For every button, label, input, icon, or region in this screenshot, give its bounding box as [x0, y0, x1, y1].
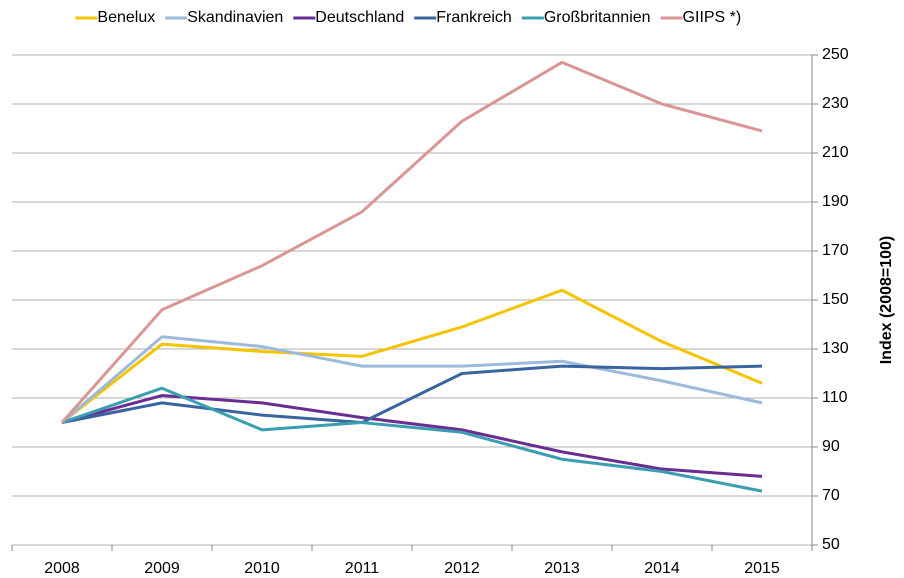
y-tick-label: 150 [822, 291, 849, 308]
y-tick-label: 90 [822, 438, 840, 455]
series-line [61, 288, 763, 424]
y-tick-label: 130 [822, 340, 849, 357]
series-line [61, 386, 763, 493]
y-tick-label: 250 [822, 46, 849, 63]
series-line [60, 60, 763, 424]
legend-label: Deutschland [315, 9, 404, 26]
x-tick-label: 2012 [444, 560, 480, 577]
y-tick-label: 70 [822, 487, 840, 504]
y-tick-label: 50 [822, 536, 840, 553]
legend-label: Skandinavien [187, 9, 283, 26]
legend-label: Benelux [97, 9, 155, 26]
x-tick-label: 2015 [744, 560, 780, 577]
x-tick-label: 2011 [345, 560, 380, 577]
series-line [61, 335, 763, 424]
x-tick-label: 2009 [144, 560, 180, 577]
x-tick-label: 2013 [544, 560, 580, 577]
y-tick-label: 210 [822, 144, 849, 161]
y-tick-label: 230 [822, 95, 849, 112]
legend-label: GIIPS *) [683, 9, 742, 26]
x-tick-label: 2014 [644, 560, 680, 577]
legend-label: Frankreich [436, 9, 512, 26]
y-tick-label: 170 [822, 242, 849, 259]
series-line [61, 364, 763, 424]
x-tick-label: 2010 [244, 560, 280, 577]
y-tick-label: 190 [822, 193, 849, 210]
y-tick-label: 110 [822, 389, 848, 406]
x-tick-label: 2008 [44, 560, 80, 577]
series-line [61, 394, 763, 478]
legend-label: Großbritannien [544, 9, 651, 26]
y-axis-label: Index (2008=100) [878, 236, 895, 365]
